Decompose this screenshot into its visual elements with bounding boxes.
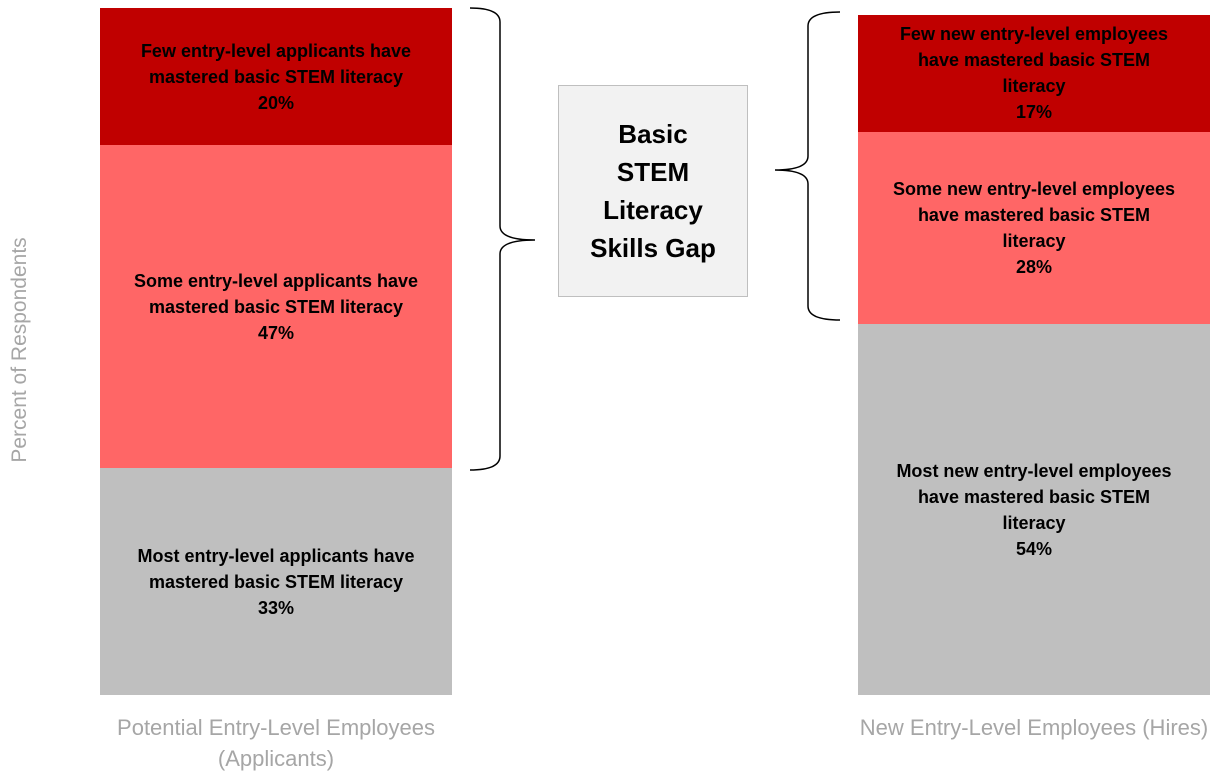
data-label: 33% xyxy=(257,597,295,618)
segment-label: Few entry-level applicants have mastered… xyxy=(140,40,412,87)
bar-segment: Most entry-level applicants have mastere… xyxy=(100,468,452,695)
segment-label: Most entry-level applicants have mastere… xyxy=(137,545,415,592)
bar-segment: Most new entry-level employees have mast… xyxy=(858,324,1210,695)
x-tick-label: New Entry-Level Employees (Hires) xyxy=(859,715,1209,740)
segment-label: Most new entry-level employees have mast… xyxy=(896,460,1172,533)
segment-label: Few new entry-level employees have maste… xyxy=(899,24,1169,97)
data-label: 20% xyxy=(257,92,295,113)
annotation-box: Basic STEM Literacy Skills Gap xyxy=(558,85,748,297)
bar-segment: Few entry-level applicants have mastered… xyxy=(100,8,452,146)
bracket xyxy=(774,11,841,321)
bar-segment: Some new entry-level employees have mast… xyxy=(858,131,1210,325)
data-label: 28% xyxy=(1015,256,1053,277)
bracket xyxy=(469,7,536,471)
data-label: 17% xyxy=(1015,102,1053,123)
bar-segment: Some entry-level applicants have mastere… xyxy=(100,145,452,469)
x-tick-label: Potential Entry-Level Employees (Applica… xyxy=(117,715,435,771)
annotation: Basic STEM Literacy Skills Gap xyxy=(590,119,716,263)
bar-segment: Few new entry-level employees have maste… xyxy=(858,14,1210,132)
data-label: 47% xyxy=(257,322,295,343)
segment-label: Some entry-level applicants have mastere… xyxy=(133,270,419,317)
data-label: 54% xyxy=(1015,538,1053,559)
segment-label: Some new entry-level employees have mast… xyxy=(892,178,1176,251)
